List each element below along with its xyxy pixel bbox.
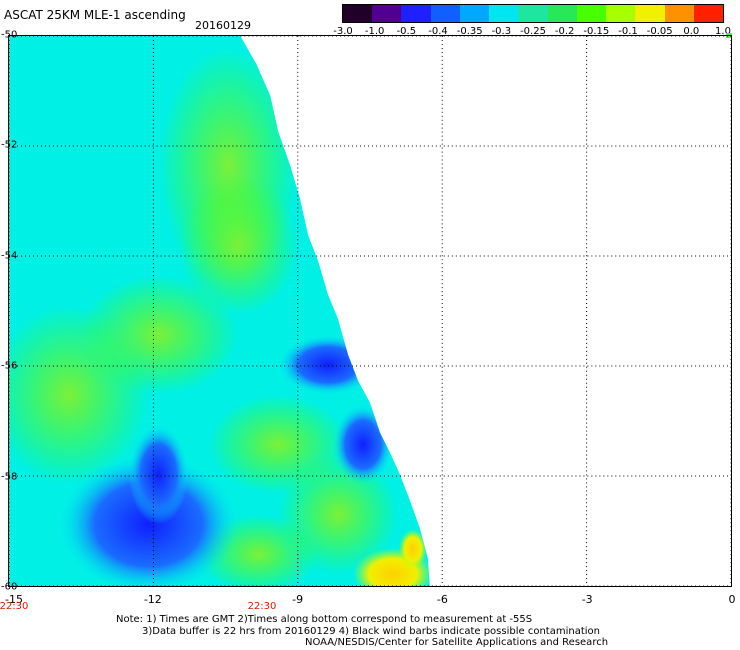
colorbar-swatch: [401, 5, 431, 22]
colorbar-label: 0.0: [683, 26, 700, 37]
colorbar-swatch: [489, 5, 519, 22]
time-label-right: 22:30: [247, 601, 277, 612]
colorbar-label: -0.2: [554, 26, 575, 37]
colorbar-swatch: [459, 5, 490, 22]
colorbar-swatch: [635, 5, 665, 22]
colorbar-label: -1.0: [364, 26, 385, 37]
grid-lines: [9, 36, 731, 586]
colorbar-swatch: [693, 5, 724, 22]
colorbar-swatch: [576, 5, 607, 22]
colorbar-label: -0.1: [618, 26, 638, 37]
longitude-label: 0: [728, 593, 736, 606]
latitude-label: -60: [1, 581, 18, 593]
colorbar-swatch: [372, 5, 402, 22]
colorbar-swatch: [430, 5, 460, 22]
colorbar-label: -0.05: [646, 26, 673, 37]
note-line-2: 3)Data buffer is 22 hrs from 20160129 4)…: [142, 626, 600, 637]
longitude-label: -6: [436, 593, 448, 606]
colorbar: [342, 4, 724, 23]
colorbar-label: -0.4: [428, 26, 448, 37]
swath-data: [9, 36, 430, 586]
colorbar-label: 1.0: [715, 26, 731, 37]
colorbar-swatch: [343, 5, 373, 22]
colorbar-label: -0.3: [491, 26, 512, 37]
latitude-label: -52: [1, 139, 18, 151]
colorbar-swatch: [606, 5, 636, 22]
longitude-label: -12: [143, 593, 162, 606]
time-label-left: 22:30: [0, 601, 29, 612]
colorbar-label: -0.5: [396, 26, 417, 37]
latitude-label: -56: [1, 360, 18, 372]
colorbar-label: -0.35: [456, 26, 483, 37]
latitude-label: -50: [1, 29, 18, 41]
colorbar-label: -0.25: [520, 26, 546, 37]
latitude-label: -54: [1, 250, 18, 262]
colorbar-swatch: [664, 5, 694, 22]
colorbar-label: -0.15: [583, 26, 610, 37]
note-line-3: NOAA/NESDIS/Center for Satellite Applica…: [305, 637, 609, 648]
longitude-label: -9: [292, 593, 304, 606]
colorbar-swatch: [518, 5, 548, 22]
note-line-1: Note: 1) Times are GMT 2)Times along bot…: [116, 614, 533, 625]
colorbar-label: -3.0: [333, 26, 353, 37]
colorbar-swatch: [547, 5, 577, 22]
longitude-label: -15: [5, 593, 23, 606]
longitude-label: -3: [581, 593, 593, 606]
map-title: ASCAT 25KM MLE-1 ascending: [4, 8, 186, 22]
latitude-label: -58: [1, 471, 18, 483]
wind-map: [8, 35, 732, 587]
map-date: 20160129: [195, 19, 251, 32]
